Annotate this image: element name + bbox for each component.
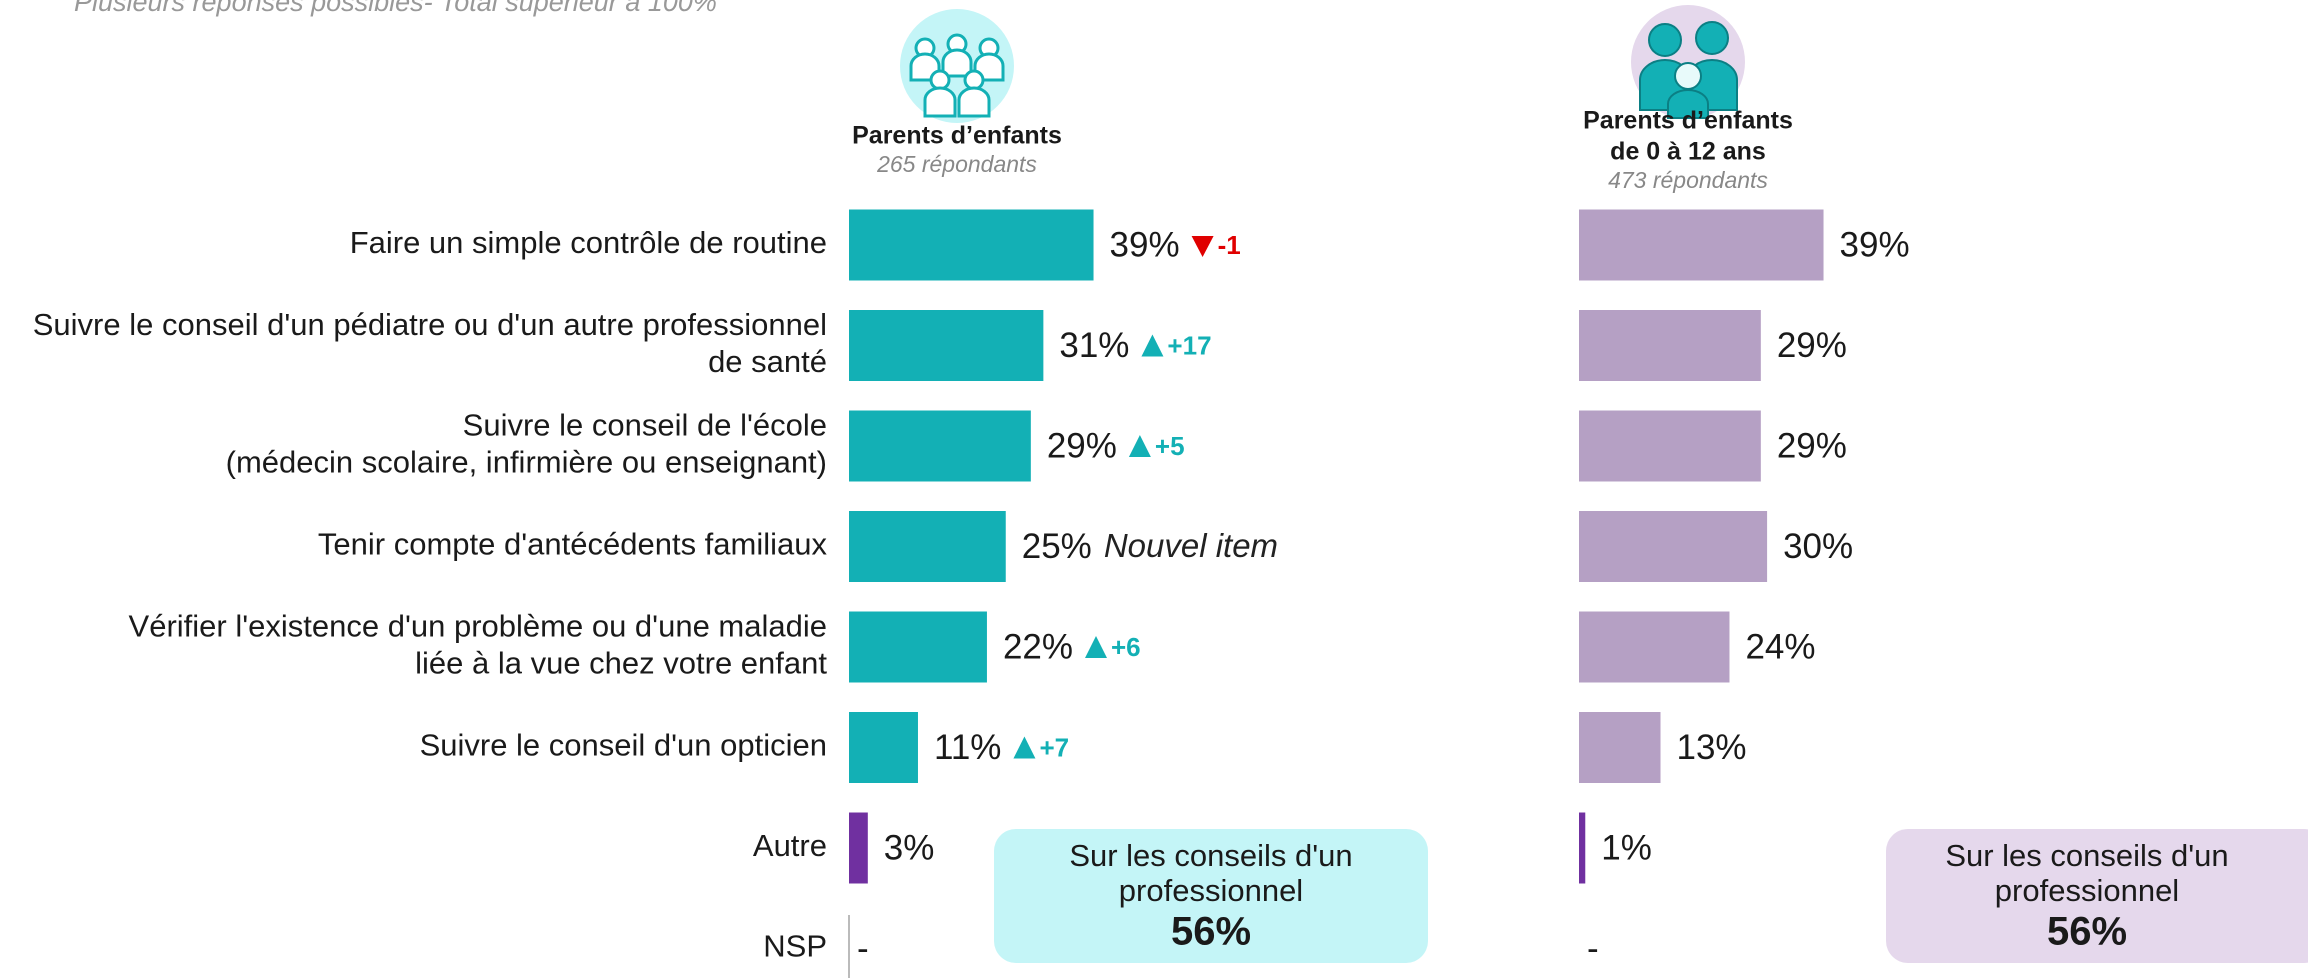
bar (1579, 511, 1768, 582)
panel-title: Parents d’enfants (852, 122, 1062, 150)
panel-title: Parents d’enfants (1583, 107, 1793, 135)
bar (1579, 209, 1824, 281)
category-label: Suivre le conseil d'un pédiatre ou d'un … (33, 307, 827, 342)
callout-value: 56% (2047, 910, 2127, 954)
category-label: liée à la vue chez votre enfant (415, 646, 827, 681)
change-label: +7 (1039, 732, 1069, 762)
change-arrow (1085, 636, 1108, 658)
value-label: 31% (1059, 326, 1129, 365)
value-label: 30% (1783, 527, 1853, 566)
change-label: -1 (1218, 230, 1241, 260)
value-label: 22% (1003, 627, 1073, 666)
bar (1579, 410, 1761, 482)
bar (1579, 611, 1730, 683)
callout-text: Sur les conseils d'un (1069, 838, 1352, 873)
category-label: NSP (763, 929, 827, 964)
value-label: 29% (1047, 426, 1117, 465)
callout-value: 56% (1171, 910, 1251, 954)
category-label: Suivre le conseil de l'école (463, 408, 827, 443)
bar (1579, 310, 1761, 381)
bar (849, 410, 1031, 482)
change-label: +17 (1167, 330, 1211, 360)
value-label: 39% (1110, 225, 1180, 264)
bar (849, 310, 1044, 381)
category-label: (médecin scolaire, infirmière ou enseign… (226, 445, 827, 480)
value-label: 39% (1840, 225, 1910, 264)
value-label: - (857, 929, 869, 968)
value-label: 24% (1745, 627, 1815, 666)
category-label: Vérifier l'existence d'un problème ou d'… (129, 609, 827, 644)
bar (849, 812, 868, 884)
callout-box (994, 829, 1428, 963)
bar (1579, 712, 1661, 783)
change-arrow (1191, 236, 1214, 257)
bar (849, 712, 918, 783)
value-label: 3% (884, 828, 935, 867)
callout-text: Sur les conseils d'un (1945, 838, 2228, 873)
category-label: Tenir compte d'antécédents familiaux (318, 527, 828, 562)
callout-text: professionnel (1995, 873, 2179, 908)
panel-subtitle: 265 répondants (876, 151, 1037, 177)
value-label: 29% (1777, 326, 1847, 365)
category-label: Suivre le conseil d'un opticien (420, 728, 827, 763)
value-label: 25% (1022, 527, 1092, 566)
change-label: +6 (1111, 632, 1141, 662)
value-label: 1% (1601, 828, 1652, 867)
callout-text: professionnel (1119, 873, 1303, 908)
change-arrow (1128, 435, 1151, 457)
category-label: de santé (708, 344, 827, 379)
bar (1579, 812, 1586, 884)
change-label: +5 (1155, 431, 1185, 461)
change-label: Nouvel item (1104, 527, 1278, 564)
callout-box (1886, 829, 2308, 963)
note: Plusieurs réponses possibles- Total supé… (74, 0, 717, 17)
value-label: - (1587, 929, 1599, 968)
panel-subtitle: 473 répondants (1608, 167, 1768, 193)
change-arrow (1013, 736, 1036, 759)
category-label: Faire un simple contrôle de routine (350, 225, 827, 260)
bar (849, 511, 1006, 582)
bar (849, 611, 987, 683)
panel-title: de 0 à 12 ans (1610, 138, 1766, 166)
value-label: 29% (1777, 426, 1847, 465)
icon-group-left (900, 9, 1014, 123)
value-label: 13% (1677, 728, 1747, 767)
category-label: Autre (753, 828, 827, 863)
icon-group-right (1631, 5, 1745, 119)
bar (849, 209, 1094, 281)
change-arrow (1141, 334, 1164, 357)
value-label: 11% (934, 728, 1001, 767)
